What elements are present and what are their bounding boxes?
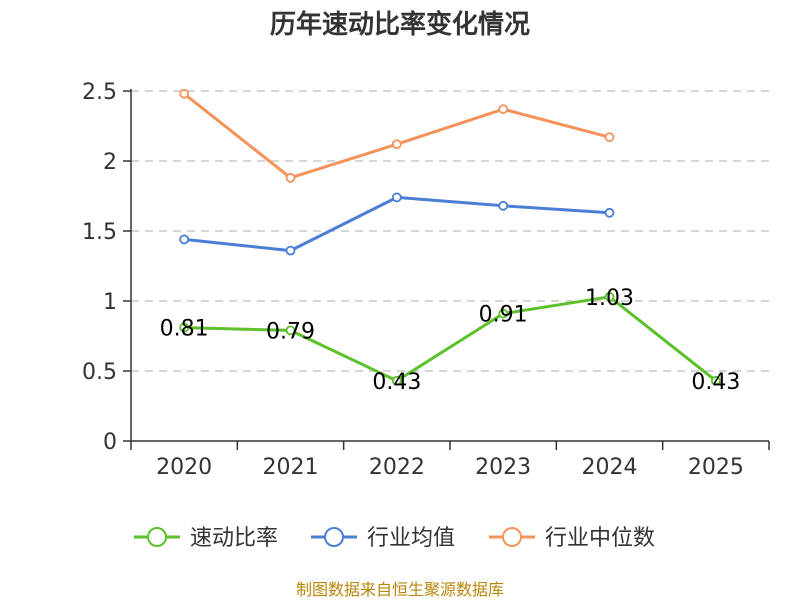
data-point xyxy=(285,245,296,256)
legend-label: 速动比率 xyxy=(190,526,278,551)
data-point xyxy=(179,88,190,99)
chart-title: 历年速动比率变化情况 xyxy=(270,9,530,40)
data-label: 0.91 xyxy=(479,303,528,328)
data-point xyxy=(498,104,509,115)
y-tick-label: 0.5 xyxy=(82,360,117,385)
data-point xyxy=(604,132,615,143)
legend-label: 行业均值 xyxy=(367,526,455,551)
data-label: 0.43 xyxy=(372,370,421,395)
data-point xyxy=(179,234,190,245)
data-label: 0.43 xyxy=(691,370,740,395)
data-point xyxy=(391,192,402,203)
data-labels: 0.81 0.79 0.43 0.91 1.03 0.43 xyxy=(160,286,741,395)
legend: 速动比率 行业均值 行业中位数 xyxy=(134,526,655,551)
x-tick-label: 2022 xyxy=(369,455,425,480)
data-point xyxy=(498,200,509,211)
data-point xyxy=(604,207,615,218)
series-line-2 xyxy=(183,92,610,180)
series-line-1 xyxy=(184,195,610,253)
data-point xyxy=(391,139,402,150)
data-label: 0.79 xyxy=(266,319,315,344)
data-point xyxy=(604,291,615,302)
legend-marker xyxy=(502,527,522,547)
x-tick-label: 2020 xyxy=(156,455,212,480)
data-point xyxy=(391,375,402,386)
y-tick-label: 2 xyxy=(103,150,117,175)
data-point xyxy=(498,308,509,319)
source-note: 制图数据来自恒生聚源数据库 xyxy=(296,580,504,599)
legend-label: 行业中位数 xyxy=(545,526,655,551)
axes: 0 0.5 1 1.5 2 2.5 2020 2021 2022 2023 2024 2025 xyxy=(82,80,770,480)
data-point xyxy=(285,325,296,336)
x-tick-label: 2021 xyxy=(263,455,319,480)
y-tick-label: 2.5 xyxy=(82,80,117,105)
x-tick-label: 2025 xyxy=(688,455,744,480)
data-label: 0.81 xyxy=(160,317,209,342)
data-point xyxy=(179,322,190,333)
data-label: 1.03 xyxy=(585,286,634,311)
series-line-0 xyxy=(184,295,717,383)
legend-marker xyxy=(324,527,344,547)
y-tick-label: 0 xyxy=(103,430,117,455)
legend-marker xyxy=(147,527,167,547)
data-point xyxy=(710,375,721,386)
x-tick-label: 2023 xyxy=(475,455,531,480)
series-layer xyxy=(179,88,721,386)
y-tick-label: 1.5 xyxy=(82,220,117,245)
data-point xyxy=(285,172,296,183)
y-tick-label: 1 xyxy=(103,290,117,315)
x-tick-label: 2024 xyxy=(582,455,638,480)
